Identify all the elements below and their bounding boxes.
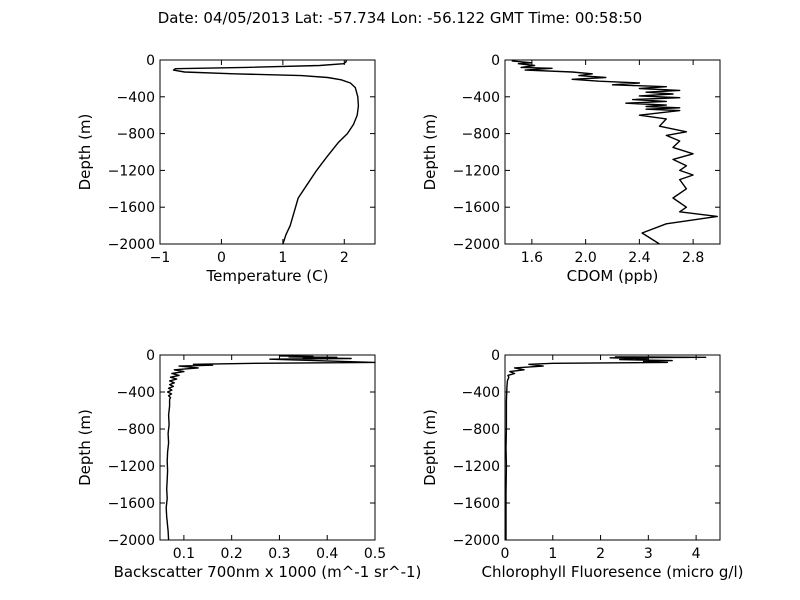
chlorophyll-panel: 0 1 2 3 4 0 −400 −800 −1200 −1600 −2000 Chlorophyll… [421, 348, 743, 581]
backscatter-y-tick-label: −1600 [108, 496, 155, 512]
chlorophyll-x-tick-label: 4 [692, 546, 701, 562]
chlorophyll-profile-line [505, 356, 707, 540]
backscatter-y-tick-label: −1200 [108, 459, 155, 475]
temperature-y-axis-label: Depth (m) [76, 114, 94, 191]
chlorophyll-x-axis-label: Chlorophyll Fluoresence (micro g/l) [482, 563, 744, 581]
chlorophyll-y-axis-label: Depth (m) [421, 409, 439, 486]
cdom-axes-frame [504, 59, 721, 245]
backscatter-x-tick-label: 0.1 [173, 546, 195, 562]
temperature-panel: −1 0 1 2 0 −400 −800 −1200 −1600 −2000 Temperature… [76, 53, 376, 285]
temperature-x-tick-label: 2 [340, 250, 349, 266]
cdom-x-tick-label: 2.8 [682, 250, 704, 266]
cdom-panel: 1.6 2.0 2.4 2.8 0 −400 −800 −1200 −1600 −2000 CDOM… [421, 53, 721, 285]
temperature-y-tick-label: −800 [117, 127, 155, 143]
cdom-x-tick-label: 2.0 [574, 250, 596, 266]
temperature-y-tick-label: −1200 [108, 163, 155, 179]
chlorophyll-y-tick-label: −400 [462, 385, 500, 401]
temperature-x-tick-label: 0 [217, 250, 226, 266]
temperature-y-tick-label: −1600 [108, 200, 155, 216]
backscatter-y-tick-label: 0 [146, 348, 155, 364]
chlorophyll-x-tick-label: 3 [644, 546, 653, 562]
cdom-y-axis-label: Depth (m) [421, 114, 439, 191]
cdom-y-tick-label: −1600 [453, 200, 500, 216]
cdom-profile-line [511, 60, 718, 245]
cdom-x-tick-label: 2.4 [628, 250, 650, 266]
backscatter-panel: 0.1 0.2 0.3 0.4 0.5 0 −400 −800 −1200 −1600 −2000 B… [76, 348, 421, 581]
backscatter-y-tick-label: −2000 [108, 533, 155, 549]
cdom-y-tick-label: −1200 [453, 163, 500, 179]
backscatter-profile-line [165, 355, 376, 541]
chlorophyll-axes-frame [504, 354, 721, 541]
backscatter-x-tick-label: 0.4 [316, 546, 338, 562]
backscatter-y-tick-label: −400 [117, 385, 155, 401]
backscatter-axes-frame [159, 354, 376, 541]
chlorophyll-y-tick-label: −800 [462, 422, 500, 438]
cdom-y-tick-label: −800 [462, 127, 500, 143]
cdom-y-tick-label: −2000 [453, 237, 500, 253]
chlorophyll-x-tick-label: 0 [501, 546, 510, 562]
backscatter-x-tick-label: 0.5 [364, 546, 386, 562]
chlorophyll-y-tick-label: −1200 [453, 459, 500, 475]
chlorophyll-y-tick-label: 0 [491, 348, 500, 364]
temperature-x-tick-label: 1 [278, 250, 287, 266]
backscatter-x-tick-label: 0.3 [268, 546, 290, 562]
temperature-y-tick-label: 0 [146, 53, 155, 69]
cdom-y-tick-label: 0 [491, 53, 500, 69]
figure-title: Date: 04/05/2013 Lat: -57.734 Lon: -56.1… [158, 9, 642, 27]
backscatter-y-tick-label: −800 [117, 422, 155, 438]
temperature-y-tick-label: −400 [117, 90, 155, 106]
chlorophyll-x-tick-label: 2 [596, 546, 605, 562]
backscatter-x-tick-label: 0.2 [221, 546, 243, 562]
temperature-x-axis-label: Temperature (C) [206, 267, 329, 285]
backscatter-y-axis-label: Depth (m) [76, 409, 94, 486]
backscatter-x-axis-label: Backscatter 700nm x 1000 (m^-1 sr^-1) [114, 563, 422, 581]
temperature-x-tick-label: −1 [150, 250, 171, 266]
cdom-x-axis-label: CDOM (ppb) [567, 267, 659, 285]
cdom-x-tick-label: 1.6 [521, 250, 543, 266]
chlorophyll-y-tick-label: −1600 [453, 496, 500, 512]
temperature-y-tick-label: −2000 [108, 237, 155, 253]
chlorophyll-y-tick-label: −2000 [453, 533, 500, 549]
chlorophyll-x-tick-label: 1 [548, 546, 557, 562]
temperature-axes-frame [159, 59, 376, 245]
temperature-profile-line [172, 60, 360, 245]
cdom-y-tick-label: −400 [462, 90, 500, 106]
